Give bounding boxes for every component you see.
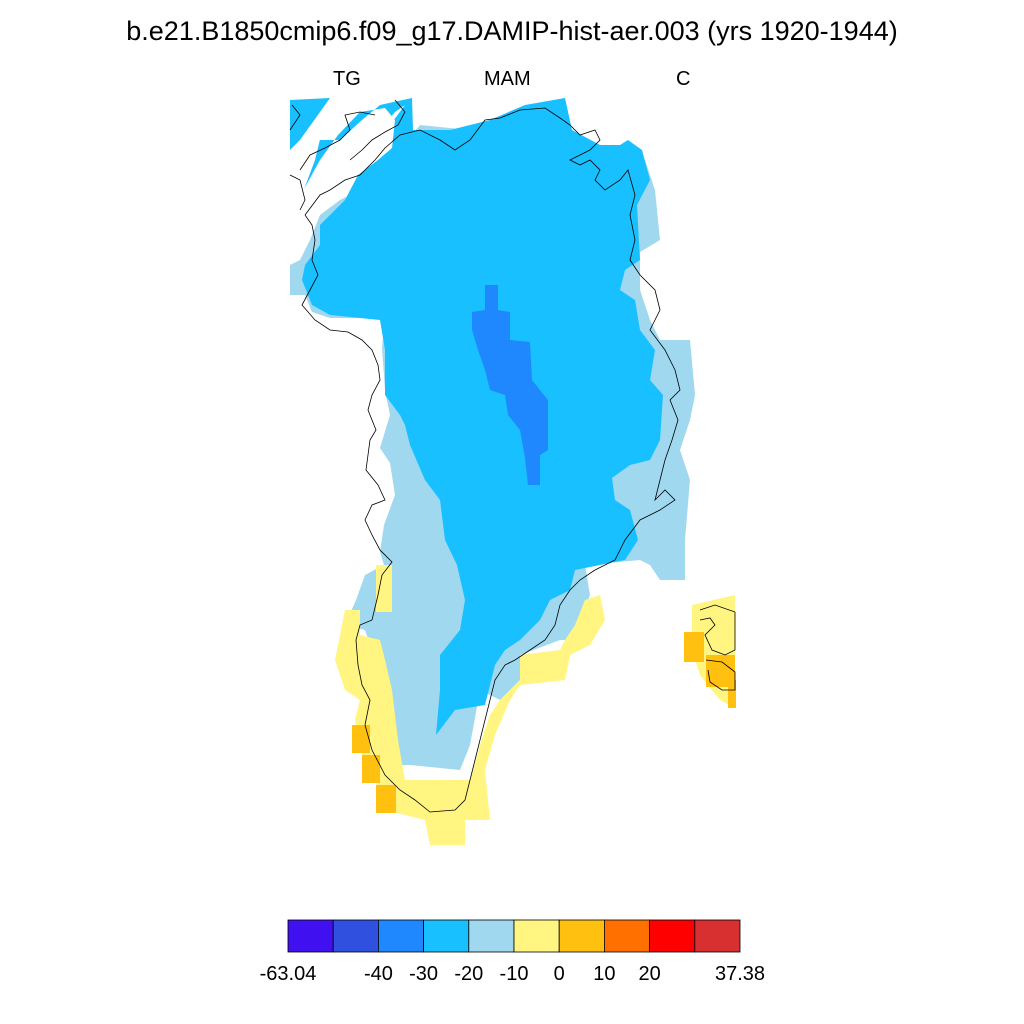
colorbar-tick-label: -10 xyxy=(500,963,529,985)
colorbar-box xyxy=(468,919,515,953)
coastline-north-islands xyxy=(289,99,406,211)
colorbar-tick-label: 10 xyxy=(593,963,615,985)
colorbar-box xyxy=(423,919,470,953)
units-label: C xyxy=(676,68,691,90)
colorbar-box xyxy=(377,919,424,953)
colorbar-box xyxy=(694,919,741,953)
colorbar-box xyxy=(558,919,605,953)
colorbar-tick-label: -63.04 xyxy=(260,963,317,985)
season-label: MAM xyxy=(484,68,531,90)
colorbar-box xyxy=(287,919,334,953)
colorbar-tick-label: -30 xyxy=(409,963,438,985)
colorbar-tick-label: 37.38 xyxy=(715,963,765,985)
coastline xyxy=(289,99,736,813)
coastline-iceland xyxy=(699,604,736,691)
field-region-dark-blue xyxy=(472,285,548,485)
colorbar-box xyxy=(332,919,379,953)
variable-label: TG xyxy=(333,68,361,90)
colorbar-box xyxy=(513,919,560,953)
coastline-greenland xyxy=(289,104,681,813)
field-region-orange xyxy=(352,632,736,813)
colorbar-tick-label: 20 xyxy=(638,963,660,985)
colorbar-box xyxy=(604,919,651,953)
colorbar-box xyxy=(649,919,696,953)
colorbar-tick-label: -40 xyxy=(364,963,393,985)
plot-title: b.e21.B1850cmip6.f09_g17.DAMIP-hist-aer.… xyxy=(126,16,898,46)
colorbar-tick-label: -20 xyxy=(454,963,483,985)
field-region-yellow-sw xyxy=(335,595,605,845)
temperature-field xyxy=(290,98,736,845)
colorbar-tick-label: 0 xyxy=(554,963,565,985)
field-gap-north xyxy=(290,98,405,232)
field-region-yellow-inland xyxy=(376,565,392,612)
field-region-blue xyxy=(290,98,663,735)
